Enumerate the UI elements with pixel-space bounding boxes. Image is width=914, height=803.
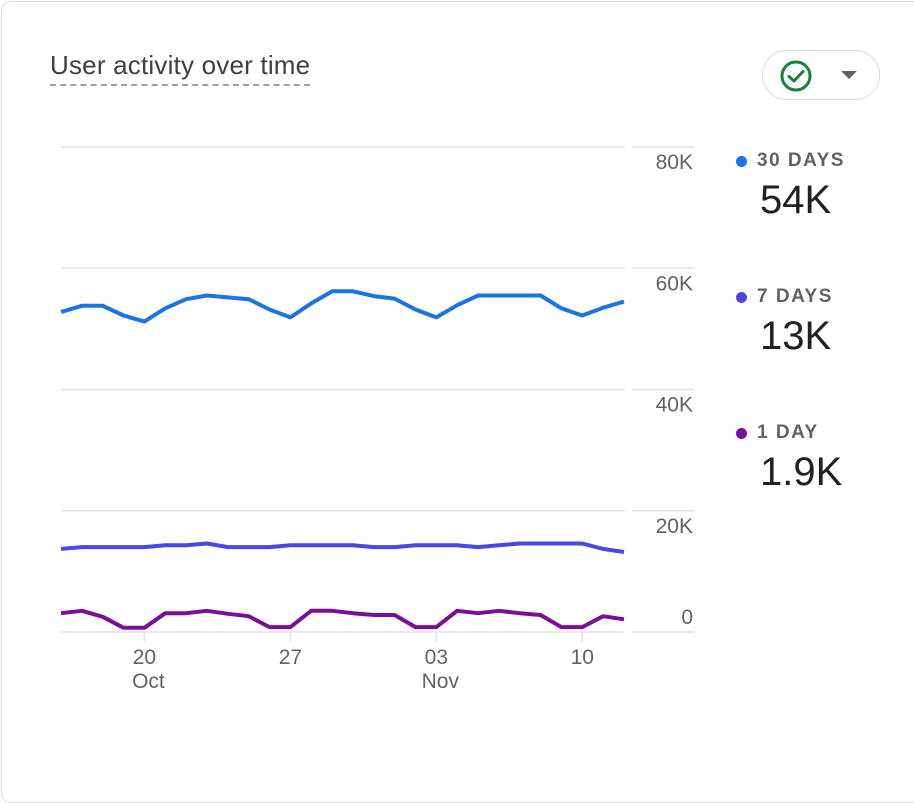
y-axis-ticks: 80K 60K 40K 20K 0 bbox=[656, 151, 693, 629]
legend-item[interactable]: 7 DAYS 13K bbox=[736, 286, 833, 358]
check-circle-icon bbox=[779, 59, 813, 98]
x-tick-label: 27 bbox=[279, 646, 302, 669]
x-tick-label: 20 bbox=[133, 646, 156, 669]
card-title[interactable]: User activity over time bbox=[50, 50, 311, 86]
series-line-7-days[interactable] bbox=[60, 541, 625, 554]
series-line-1-day[interactable] bbox=[60, 608, 625, 630]
legend-label-row: 7 DAYS bbox=[736, 286, 833, 308]
legend-label-row: 30 DAYS bbox=[736, 150, 845, 172]
y-tick-label: 40K bbox=[656, 394, 693, 417]
legend-dot-icon bbox=[736, 291, 747, 303]
y-tick-label: 80K bbox=[656, 151, 693, 174]
legend-label: 30 DAYS bbox=[757, 150, 845, 171]
gridlines bbox=[61, 146, 694, 633]
legend-value: 1.9K bbox=[760, 450, 843, 494]
legend-value: 54K bbox=[760, 178, 832, 222]
legend-label-row: 1 DAY bbox=[736, 422, 842, 444]
y-tick-label: 0 bbox=[681, 606, 693, 629]
check-mark bbox=[787, 70, 805, 83]
y-tick-label: 60K bbox=[656, 272, 693, 295]
x-tick-label: 03 bbox=[425, 646, 448, 669]
legend-label: 1 DAY bbox=[757, 422, 819, 443]
legend-label: 7 DAYS bbox=[757, 286, 833, 307]
legend-value: 13K bbox=[760, 314, 832, 358]
status-picker-button[interactable] bbox=[762, 50, 880, 100]
legend-item[interactable]: 30 DAYS 54K bbox=[736, 150, 845, 222]
caret-down-icon bbox=[841, 71, 857, 79]
x-tick-sublabel: Oct bbox=[132, 670, 165, 693]
series-lines bbox=[60, 289, 625, 630]
x-tick-sublabel: Nov bbox=[422, 670, 460, 693]
x-tick-label: 10 bbox=[571, 646, 594, 669]
check-circle-ring bbox=[780, 60, 812, 92]
legend-item[interactable]: 1 DAY 1.9K bbox=[736, 422, 842, 494]
legend-dot-icon bbox=[736, 427, 747, 439]
series-line-30-days[interactable] bbox=[60, 289, 625, 324]
y-tick-label: 20K bbox=[656, 515, 693, 538]
legend-dot-icon bbox=[736, 155, 747, 167]
